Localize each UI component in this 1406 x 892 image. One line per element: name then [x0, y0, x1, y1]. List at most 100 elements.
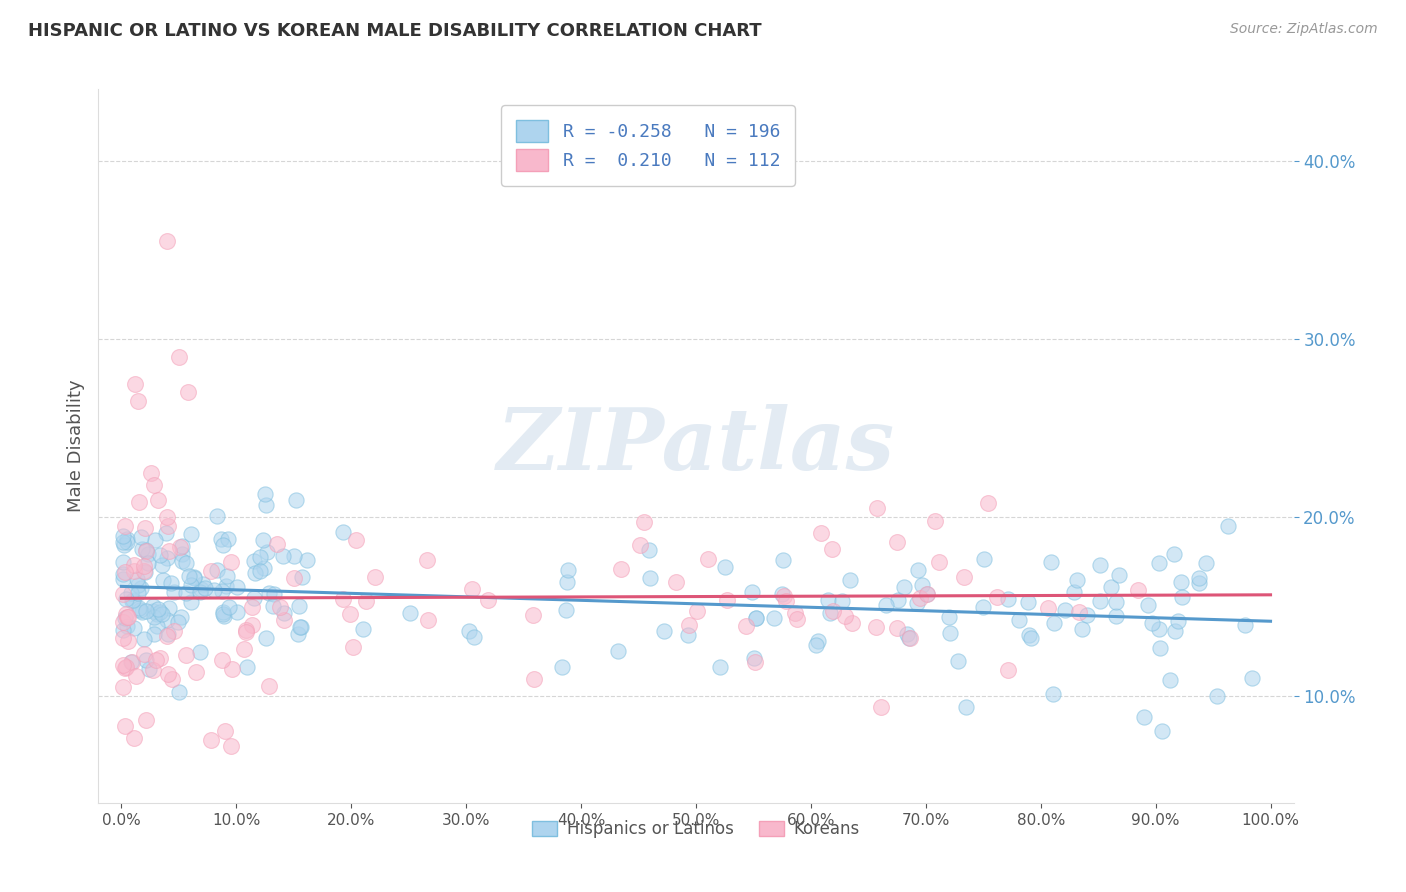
- Koreans: [952, 570, 974, 584]
- Hispanics or Latinos: [1206, 689, 1229, 703]
- Koreans: [342, 640, 364, 655]
- Hispanics or Latinos: [551, 659, 574, 673]
- Koreans: [177, 385, 200, 400]
- Hispanics or Latinos: [911, 578, 934, 592]
- Hispanics or Latinos: [121, 593, 143, 607]
- Koreans: [232, 642, 254, 657]
- Text: Source: ZipAtlas.com: Source: ZipAtlas.com: [1230, 22, 1378, 37]
- Koreans: [240, 618, 263, 632]
- Hispanics or Latinos: [156, 551, 179, 566]
- Hispanics or Latinos: [111, 535, 134, 549]
- Hispanics or Latinos: [262, 599, 284, 614]
- Hispanics or Latinos: [709, 660, 731, 674]
- Hispanics or Latinos: [136, 547, 159, 561]
- Hispanics or Latinos: [190, 584, 212, 599]
- Hispanics or Latinos: [170, 539, 193, 553]
- Hispanics or Latinos: [172, 554, 194, 568]
- Hispanics or Latinos: [212, 538, 235, 552]
- Hispanics or Latinos: [180, 595, 202, 609]
- Koreans: [157, 544, 180, 558]
- Hispanics or Latinos: [741, 585, 763, 599]
- Hispanics or Latinos: [1063, 585, 1085, 599]
- Hispanics or Latinos: [1071, 622, 1094, 636]
- Koreans: [332, 591, 354, 606]
- Hispanics or Latinos: [907, 563, 929, 577]
- Hispanics or Latinos: [120, 655, 142, 669]
- Hispanics or Latinos: [1008, 613, 1031, 627]
- Koreans: [928, 556, 950, 570]
- Koreans: [142, 663, 165, 677]
- Hispanics or Latinos: [112, 538, 135, 552]
- Koreans: [148, 492, 170, 507]
- Hispanics or Latinos: [972, 599, 994, 614]
- Hispanics or Latinos: [1216, 519, 1239, 533]
- Hispanics or Latinos: [132, 632, 155, 646]
- Koreans: [162, 672, 184, 686]
- Hispanics or Latinos: [115, 532, 138, 546]
- Hispanics or Latinos: [606, 644, 628, 658]
- Hispanics or Latinos: [1104, 595, 1126, 609]
- Hispanics or Latinos: [898, 631, 921, 645]
- Hispanics or Latinos: [817, 592, 839, 607]
- Text: HISPANIC OR LATINO VS KOREAN MALE DISABILITY CORRELATION CHART: HISPANIC OR LATINO VS KOREAN MALE DISABI…: [28, 22, 762, 40]
- Hispanics or Latinos: [1149, 556, 1171, 570]
- Hispanics or Latinos: [256, 544, 278, 558]
- Hispanics or Latinos: [831, 594, 853, 608]
- Hispanics or Latinos: [163, 584, 186, 599]
- Hispanics or Latinos: [946, 654, 969, 668]
- Hispanics or Latinos: [905, 596, 928, 610]
- Hispanics or Latinos: [212, 609, 235, 624]
- Hispanics or Latinos: [252, 533, 274, 547]
- Hispanics or Latinos: [804, 638, 827, 652]
- Hispanics or Latinos: [1136, 599, 1159, 613]
- Koreans: [997, 663, 1019, 677]
- Koreans: [810, 525, 832, 540]
- Hispanics or Latinos: [772, 553, 794, 567]
- Koreans: [235, 623, 257, 637]
- Hispanics or Latinos: [131, 605, 153, 619]
- Koreans: [977, 496, 1000, 510]
- Hispanics or Latinos: [226, 580, 249, 594]
- Koreans: [283, 571, 305, 585]
- Hispanics or Latinos: [652, 624, 675, 638]
- Koreans: [886, 535, 908, 549]
- Koreans: [477, 592, 499, 607]
- Hispanics or Latinos: [254, 498, 277, 512]
- Hispanics or Latinos: [129, 603, 152, 617]
- Hispanics or Latinos: [124, 621, 146, 635]
- Koreans: [364, 570, 387, 584]
- Hispanics or Latinos: [283, 549, 305, 563]
- Hispanics or Latinos: [287, 627, 309, 641]
- Koreans: [344, 533, 367, 547]
- Koreans: [915, 587, 938, 601]
- Hispanics or Latinos: [939, 626, 962, 640]
- Hispanics or Latinos: [1018, 628, 1040, 642]
- Hispanics or Latinos: [1066, 574, 1088, 588]
- Hispanics or Latinos: [141, 605, 163, 619]
- Hispanics or Latinos: [115, 534, 138, 549]
- Koreans: [111, 615, 134, 630]
- Hispanics or Latinos: [273, 549, 295, 563]
- Hispanics or Latinos: [555, 575, 578, 590]
- Koreans: [219, 555, 242, 569]
- Hispanics or Latinos: [287, 599, 309, 613]
- Text: ZIPatlas: ZIPatlas: [496, 404, 896, 488]
- Hispanics or Latinos: [174, 556, 197, 570]
- Hispanics or Latinos: [115, 591, 138, 606]
- Hispanics or Latinos: [211, 607, 233, 622]
- Hispanics or Latinos: [257, 586, 280, 600]
- Hispanics or Latinos: [955, 700, 977, 714]
- Hispanics or Latinos: [1042, 687, 1064, 701]
- Koreans: [257, 679, 280, 693]
- Hispanics or Latinos: [142, 599, 165, 613]
- Koreans: [128, 495, 150, 509]
- Koreans: [184, 665, 207, 680]
- Hispanics or Latinos: [194, 582, 217, 596]
- Koreans: [114, 719, 136, 733]
- Hispanics or Latinos: [896, 627, 918, 641]
- Hispanics or Latinos: [138, 662, 160, 676]
- Hispanics or Latinos: [1163, 547, 1185, 561]
- Hispanics or Latinos: [915, 587, 938, 601]
- Koreans: [522, 608, 544, 623]
- Hispanics or Latinos: [1021, 632, 1043, 646]
